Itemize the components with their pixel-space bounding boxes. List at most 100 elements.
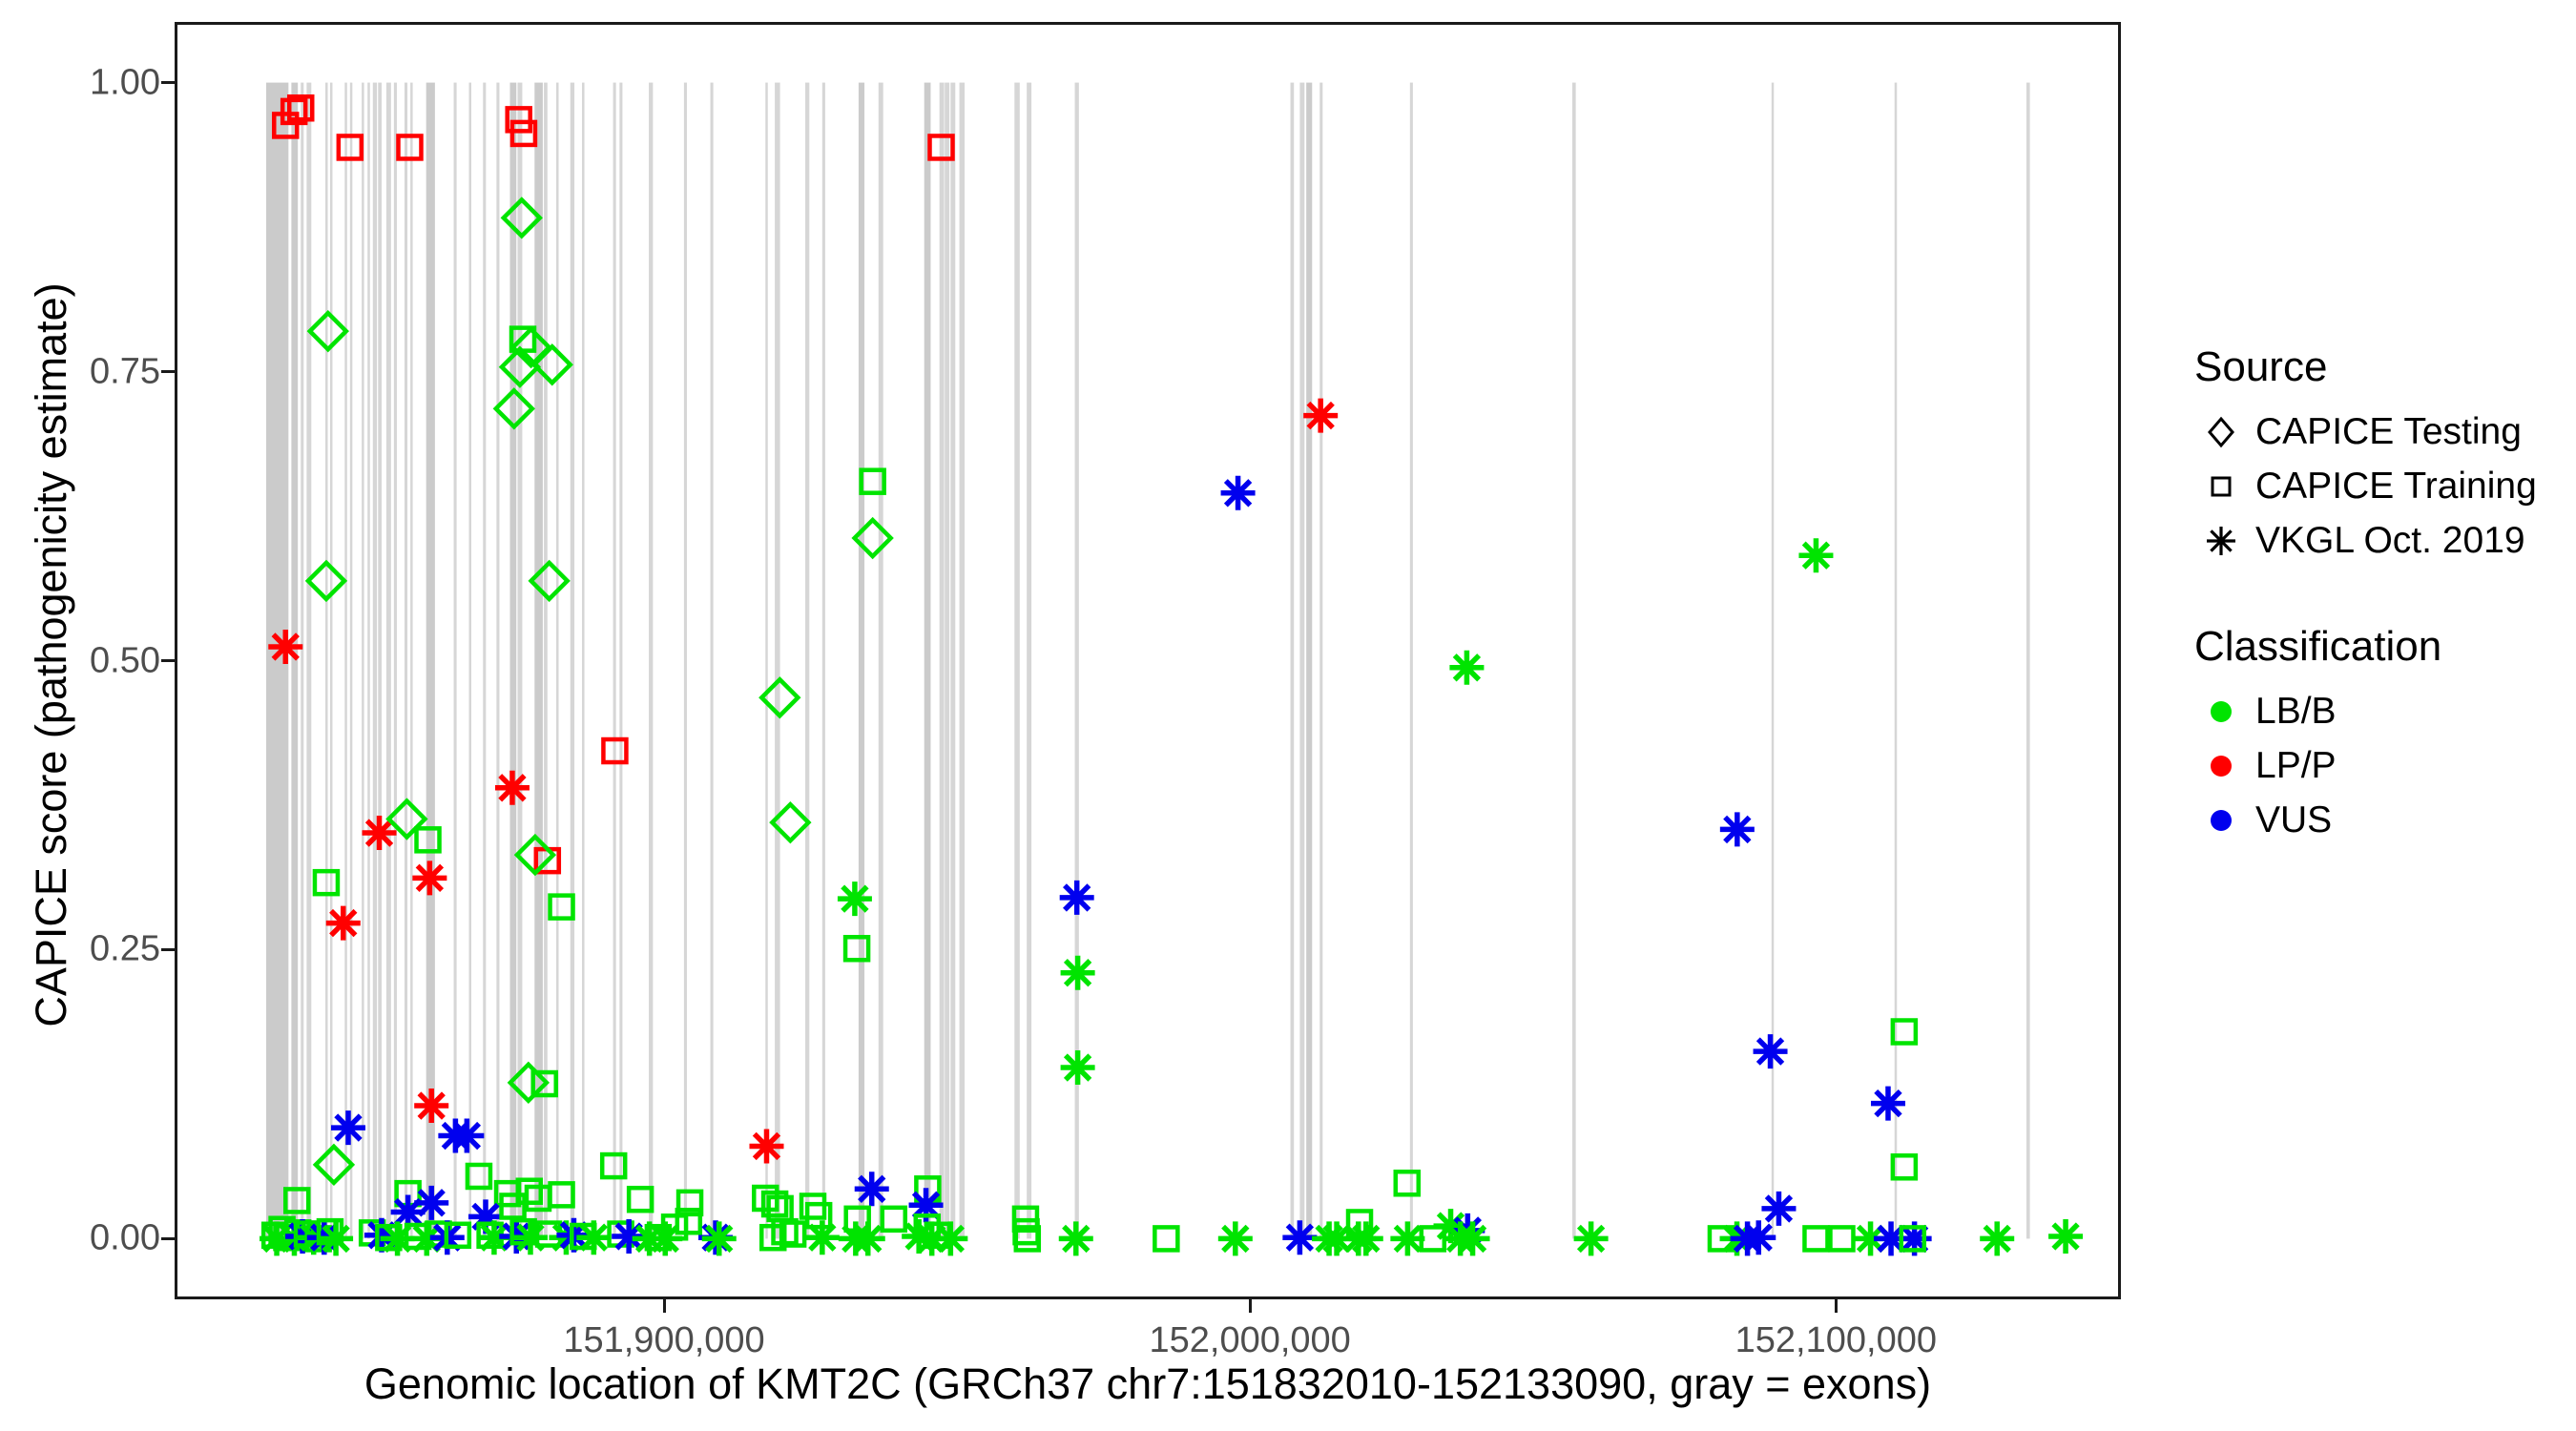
data-point-asterisk xyxy=(908,1188,944,1223)
exon-bar xyxy=(367,82,370,1239)
exon-bar xyxy=(496,82,500,1239)
exon-bar xyxy=(1571,82,1576,1239)
exon-bar xyxy=(1894,82,1898,1239)
data-point-asterisk xyxy=(476,1220,511,1255)
data-point-asterisk xyxy=(1060,1050,1095,1086)
data-point-asterisk xyxy=(1798,538,1834,573)
data-point-square xyxy=(1828,1225,1856,1253)
x-tick-label: 151,900,000 xyxy=(563,1320,765,1360)
data-point-square xyxy=(760,1190,789,1218)
data-point-asterisk xyxy=(749,1129,784,1164)
data-point-square xyxy=(283,1187,311,1214)
data-point-square xyxy=(1899,1225,1927,1253)
data-point-asterisk xyxy=(2048,1218,2084,1254)
exon-bar xyxy=(344,82,347,1239)
exon-bar xyxy=(301,82,304,1239)
green-dot-icon xyxy=(2194,691,2248,733)
data-point-asterisk xyxy=(854,1172,889,1207)
data-point-asterisk xyxy=(850,1221,885,1256)
data-point-square xyxy=(414,826,442,854)
data-point-square xyxy=(626,1185,654,1213)
data-point-square xyxy=(444,1221,472,1250)
data-point-asterisk xyxy=(1870,1086,1905,1121)
exon-bar xyxy=(468,82,472,1239)
exon-bar xyxy=(517,82,523,1239)
exon-bar xyxy=(710,82,714,1239)
red-dot-icon xyxy=(2194,745,2248,787)
legend: Source CAPICE Testing CAPICE Training xyxy=(2194,343,2566,847)
data-point-asterisk xyxy=(364,1217,399,1253)
data-point-square xyxy=(1890,1153,1919,1181)
y-tick-mark xyxy=(161,947,175,951)
data-point-asterisk xyxy=(414,1185,449,1220)
data-point-asterisk xyxy=(1741,1220,1776,1255)
data-point-asterisk xyxy=(701,1221,737,1256)
exon-bar xyxy=(950,82,956,1239)
exon-bar xyxy=(349,82,353,1239)
data-point-asterisk xyxy=(576,1220,612,1255)
x-tick-label: 152,100,000 xyxy=(1735,1320,1937,1360)
data-point-square xyxy=(675,1189,704,1217)
data-point-asterisk xyxy=(412,861,447,896)
data-point-square xyxy=(505,106,532,134)
data-point-diamond xyxy=(769,800,812,844)
data-point-asterisk xyxy=(1719,812,1755,847)
data-point-diamond xyxy=(530,343,573,386)
scatter-plot xyxy=(260,82,2084,1256)
exon-bar xyxy=(453,82,457,1239)
data-point-asterisk xyxy=(1874,1221,1909,1256)
legend-label: VUS xyxy=(2255,798,2333,840)
data-point-square xyxy=(336,134,364,161)
data-point-diamond xyxy=(385,798,428,840)
data-point-diamond xyxy=(758,676,801,719)
exon-bar xyxy=(613,82,616,1239)
exon-bar xyxy=(765,82,768,1239)
data-point-diamond xyxy=(492,387,535,430)
data-point-asterisk xyxy=(1573,1221,1609,1256)
legend-item-capice-training: CAPICE Training xyxy=(2194,459,2566,513)
data-point-square xyxy=(465,1162,493,1191)
exon-bar xyxy=(878,82,883,1239)
data-point-asterisk xyxy=(449,1118,485,1153)
y-tick-label: 0.75 xyxy=(90,351,160,392)
data-point-diamond xyxy=(304,559,348,603)
data-point-square xyxy=(675,1207,703,1235)
exon-bar xyxy=(1027,82,1032,1239)
data-point-asterisk xyxy=(319,1221,354,1256)
data-point-asterisk xyxy=(1319,1221,1355,1256)
data-point-square xyxy=(312,868,341,897)
data-point-diamond xyxy=(851,516,894,560)
data-point-square xyxy=(1802,1225,1830,1253)
exon-bar xyxy=(1299,82,1305,1239)
exon-bar xyxy=(649,82,654,1239)
y-tick-mark xyxy=(161,659,175,662)
exon-bar xyxy=(1306,82,1313,1239)
legend-label: VKGL Oct. 2019 xyxy=(2255,519,2525,561)
data-point-square xyxy=(396,134,424,161)
exon-bar xyxy=(805,82,810,1239)
data-point-square xyxy=(799,1192,827,1220)
exon-bar xyxy=(372,82,378,1239)
data-point-square xyxy=(509,119,538,148)
data-point-square xyxy=(859,467,886,495)
data-point-asterisk xyxy=(612,1218,647,1254)
square-icon xyxy=(2194,466,2248,508)
data-point-asterisk xyxy=(1058,1221,1093,1256)
data-point-asterisk xyxy=(512,1220,548,1255)
y-tick-label: 0.00 xyxy=(90,1217,160,1258)
exon-bar xyxy=(2025,82,2030,1239)
data-point-diamond xyxy=(528,559,571,603)
data-point-square xyxy=(509,325,537,353)
legend-item-vus: VUS xyxy=(2194,793,2566,847)
data-point-asterisk xyxy=(1455,1221,1490,1256)
data-point-asterisk xyxy=(804,1220,840,1255)
data-point-square xyxy=(286,94,315,122)
exon-bar xyxy=(1409,82,1413,1239)
data-point-asterisk xyxy=(1449,650,1485,685)
data-point-diamond xyxy=(507,1061,551,1104)
data-point-asterisk xyxy=(837,881,872,917)
data-point-asterisk xyxy=(1060,955,1095,990)
data-point-diamond xyxy=(312,1143,356,1187)
plot-panel xyxy=(175,22,2121,1299)
data-point-diamond xyxy=(500,197,543,239)
